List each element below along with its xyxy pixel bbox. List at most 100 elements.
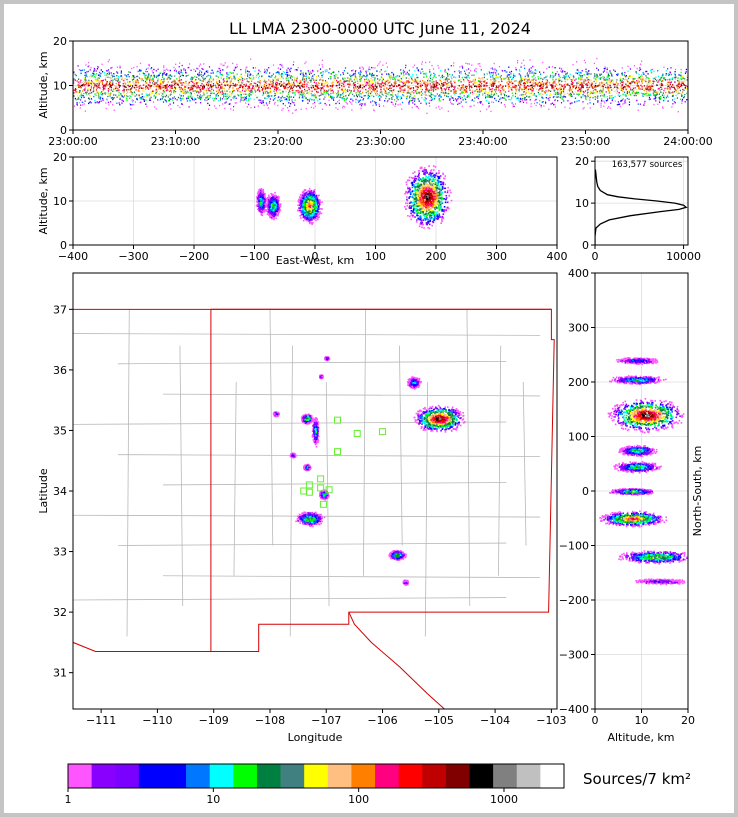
time-height-source (445, 79, 447, 81)
time-height-source (365, 72, 367, 74)
time-height-source (162, 96, 164, 98)
time-height-source (628, 81, 630, 83)
time-height-source (226, 98, 229, 100)
time-height-source (198, 74, 201, 76)
time-height-source (254, 94, 256, 96)
time-height-source (244, 85, 247, 87)
time-height-source (374, 88, 376, 91)
time-height-source (354, 71, 356, 73)
time-height-source (284, 97, 286, 99)
time-height-source (312, 75, 314, 77)
time-height-source (650, 88, 653, 91)
time-height-source (186, 92, 188, 94)
time-height-source (342, 107, 344, 109)
time-height-source (282, 103, 284, 105)
time-height-source (387, 82, 389, 84)
time-height-source (274, 76, 276, 79)
time-height-source (422, 92, 424, 95)
time-height-source (472, 80, 474, 83)
time-height-source (157, 78, 159, 80)
time-height-source (131, 85, 134, 87)
time-height-source (294, 85, 296, 87)
time-height-source (672, 94, 674, 96)
time-height-source (273, 98, 276, 100)
time-height-source (395, 82, 397, 84)
time-height-source (100, 96, 102, 98)
time-height-source (339, 94, 341, 96)
time-height-source (327, 90, 329, 93)
time-height-source (454, 93, 456, 95)
time-height-source (592, 87, 594, 89)
time-height-source (590, 73, 592, 75)
time-height-source (397, 98, 399, 101)
time-height-source (587, 103, 589, 105)
time-height-source (557, 78, 559, 80)
time-height-source (680, 76, 683, 78)
time-height-source (183, 68, 185, 70)
time-height-source (502, 78, 504, 81)
time-height-source (94, 68, 96, 71)
time-height-source (197, 82, 199, 84)
time-height-source (207, 86, 209, 88)
time-height-source (551, 86, 553, 88)
time-height-source (650, 69, 652, 72)
time-height-source (91, 92, 93, 94)
time-height-source (285, 78, 287, 80)
time-height-source (88, 79, 90, 82)
time-height-source (468, 94, 470, 96)
time-height-source (388, 98, 390, 100)
time-height-source (211, 86, 213, 88)
time-height-source (490, 96, 492, 98)
time-height-source (129, 84, 131, 86)
time-height-source (113, 73, 115, 75)
time-height-source (348, 83, 350, 85)
time-height-source (526, 80, 528, 83)
time-height-source (630, 89, 632, 91)
time-height-source (190, 92, 192, 95)
time-height-source (342, 77, 344, 79)
time-height-source (116, 66, 118, 68)
time-height-source (505, 85, 507, 87)
time-height-source (589, 99, 591, 101)
time-height-source (121, 99, 123, 101)
time-height-source (545, 78, 547, 81)
time-height-source (207, 84, 209, 87)
time-height-source (677, 93, 679, 95)
time-height-source (149, 92, 151, 95)
time-height-source (437, 65, 439, 67)
time-height-source (244, 74, 246, 77)
time-height-source (519, 82, 521, 84)
time-height-source (560, 70, 562, 72)
time-height-source (663, 89, 665, 92)
time-height-source (319, 98, 321, 100)
time-height-source (350, 79, 352, 81)
time-height-source (222, 96, 225, 98)
time-height-source (229, 85, 231, 87)
time-height-source (639, 103, 641, 105)
time-height-source (222, 94, 225, 96)
time-height-source (609, 97, 611, 99)
time-height-source (455, 76, 457, 79)
time-height-source (95, 90, 98, 92)
time-height-source (563, 77, 566, 79)
time-height-source (440, 85, 442, 87)
time-height-source (646, 85, 648, 87)
time-height-source (621, 99, 623, 101)
time-height-source (285, 83, 287, 86)
time-height-source (610, 97, 612, 99)
time-height-source (444, 89, 446, 92)
time-height-source (137, 82, 140, 84)
time-height-source (350, 75, 352, 78)
time-height-source (229, 82, 231, 84)
time-height-source (465, 90, 467, 92)
time-height-source (242, 97, 244, 99)
time-height-source (331, 89, 333, 92)
time-height-source (657, 79, 659, 81)
time-height-source (202, 77, 204, 79)
time-height-source (80, 96, 83, 99)
time-height-source (271, 80, 273, 83)
time-height-source (457, 98, 459, 100)
time-height-source (110, 97, 112, 99)
time-height-source (265, 93, 267, 95)
time-height-source (348, 100, 351, 103)
